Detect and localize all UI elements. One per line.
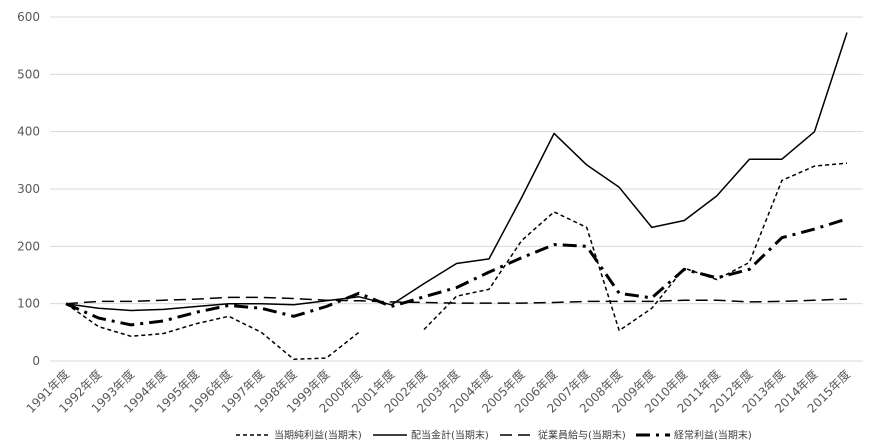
y-tick-label: 400	[17, 125, 40, 139]
series-1	[65, 162, 848, 361]
y-tick-label: 0	[32, 354, 40, 368]
y-tick-label: 500	[17, 67, 40, 81]
y-tick-label: 200	[17, 239, 40, 253]
series-line	[65, 32, 848, 312]
legend-item: 当期純利益(当期末)	[236, 429, 362, 442]
y-tick-label: 300	[17, 182, 40, 196]
series-lines	[65, 32, 848, 361]
series-line	[65, 217, 848, 327]
series-3	[65, 296, 848, 305]
y-axis-ticks: 0 100 200 300 400 500 600	[17, 10, 40, 368]
y-tick-label: 100	[17, 297, 40, 311]
legend-label: 配当金計(当期末)	[411, 429, 489, 442]
y-tick-label: 600	[17, 10, 40, 24]
gridlines	[50, 16, 863, 362]
legend-label: 経常利益(当期末)	[674, 429, 752, 442]
legend-label: 当期純利益(当期末)	[274, 429, 362, 442]
legend: 当期純利益(当期末) 配当金計(当期末) 従業員給与(当期末) 経常利益(当期末)	[236, 429, 752, 442]
series-line	[65, 296, 848, 305]
series-line	[65, 162, 848, 361]
legend-item: 経常利益(当期末)	[636, 429, 752, 442]
legend-item: 従業員給与(当期末)	[500, 429, 626, 442]
legend-item: 配当金計(当期末)	[373, 429, 489, 442]
x-axis-ticks: 1991年度1992年度1993年度1994年度1995年度1996年度1997…	[23, 367, 853, 416]
legend-label: 従業員給与(当期末)	[538, 429, 626, 442]
series-4	[65, 217, 848, 327]
series-2	[65, 32, 848, 312]
